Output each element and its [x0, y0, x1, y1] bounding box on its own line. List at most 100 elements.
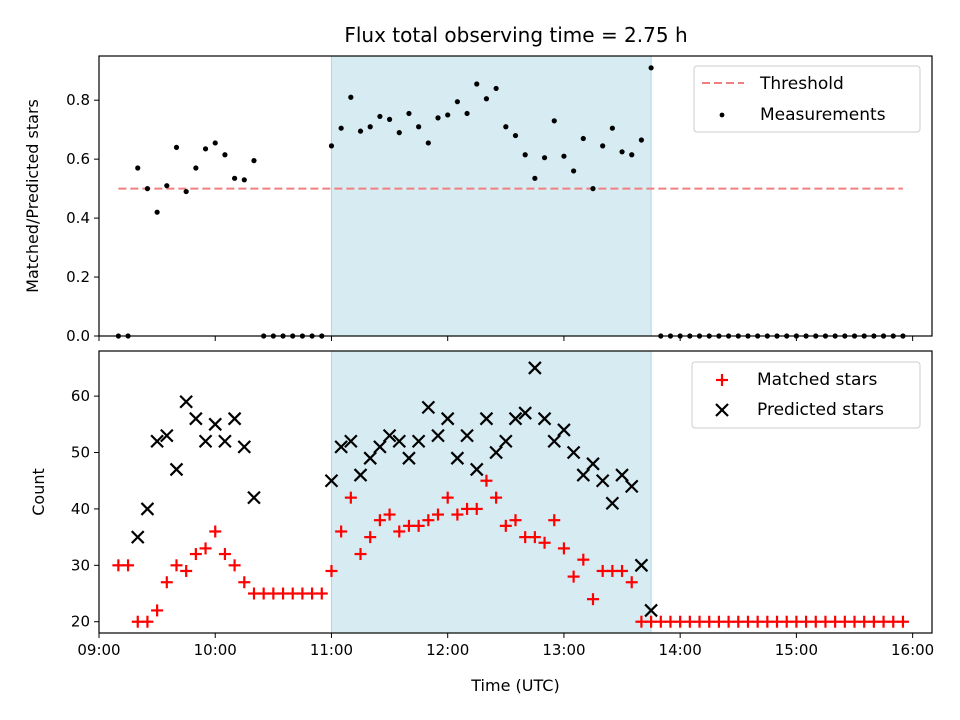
measurement-point [561, 153, 567, 159]
legend-measurements-label: Measurements [760, 105, 886, 125]
predicted-star-point [624, 479, 639, 494]
predicted-star-point [130, 530, 145, 544]
predicted-star-point [198, 434, 213, 449]
measurement-point [377, 113, 383, 120]
measurement-point [638, 137, 645, 143]
predicted-star-point [382, 428, 397, 443]
predicted-star-point [247, 490, 261, 505]
measurement-point [551, 118, 557, 124]
measurement-point [348, 94, 354, 100]
bottom-axes-frame [98, 350, 933, 634]
predicted-star-point [537, 411, 552, 426]
measurement-point [425, 140, 431, 146]
measurement-point [328, 143, 335, 149]
measurement-point [164, 183, 170, 189]
measurement-point [619, 149, 625, 155]
measurement-point [474, 81, 480, 87]
matched-star-point [180, 564, 193, 577]
measurement-point [202, 146, 209, 152]
predicted-star-point [469, 462, 484, 477]
predicted-star-point [227, 411, 242, 426]
matched-star-point [335, 525, 348, 538]
x-tick-label: 10:00 [194, 641, 237, 659]
top-marks [115, 65, 906, 339]
predicted-star-point [528, 361, 542, 375]
measurement-point [503, 124, 509, 130]
measurement-point [629, 152, 635, 158]
bottom-y-axis-label: Count [29, 468, 48, 516]
matched-star-point [586, 593, 599, 606]
top-axes: Flux total observing time = 2.75 h 0.00.… [23, 23, 933, 345]
matched-star-point [393, 525, 406, 538]
top-y-axis-label: Matched/Predicted stars [23, 99, 42, 293]
y-tick-label: 0.6 [66, 150, 90, 168]
predicted-star-point [557, 423, 571, 437]
predicted-star-point [373, 440, 387, 454]
measurement-point [232, 175, 238, 181]
measurement-point [609, 125, 615, 131]
matched-star-point [344, 491, 357, 504]
measurement-point [493, 85, 499, 92]
predicted-star-point [576, 468, 591, 482]
measurement-point [144, 186, 151, 192]
measurement-point [522, 152, 528, 158]
matched-star-point [441, 491, 454, 504]
measurement-point [251, 158, 257, 164]
predicted-star-point [547, 434, 562, 449]
observing-span [330, 55, 652, 337]
measurement-point [532, 175, 538, 181]
legend-measurements-swatch [719, 112, 725, 118]
predicted-star-point [479, 411, 494, 426]
bottom-ticks: 20 30 40 50 60 09:00 10:00 11:00 12:00 13:00 14:00… [71, 387, 934, 659]
predicted-star-point [150, 434, 164, 449]
predicted-star-point [169, 462, 184, 477]
measurement-point [193, 165, 199, 171]
predicted-star-point [566, 445, 581, 460]
predicted-star-point [508, 411, 523, 426]
predicted-star-point [411, 434, 426, 449]
predicted-star-point [489, 445, 503, 460]
legend-box [693, 65, 921, 133]
predicted-star-point [179, 394, 193, 409]
matched-star-point [325, 564, 338, 577]
matched-star-point [548, 514, 561, 527]
measurement-point [357, 128, 364, 134]
predicted-star-point [324, 473, 339, 488]
chart-title: Flux total observing time = 2.75 h [344, 23, 687, 47]
bottom-legend: Matched stars Predicted stars [691, 361, 921, 429]
measurement-point [338, 125, 344, 131]
x-tick-label: 09:00 [77, 641, 120, 659]
top-legend: Threshold Measurements [693, 65, 921, 133]
y-tick-label: 40 [71, 500, 90, 518]
matched-star-point [383, 508, 396, 521]
measurement-point [154, 209, 160, 215]
legend-threshold-label: Threshold [759, 74, 844, 94]
matched-star-point [480, 474, 493, 487]
matched-star-point [238, 576, 251, 589]
measurement-point [435, 115, 441, 121]
matched-star-point [432, 508, 445, 521]
x-tick-label: 12:00 [426, 641, 469, 659]
matched-star-point [354, 548, 367, 561]
predicted-star-point [518, 406, 532, 420]
y-tick-label: 0.4 [66, 209, 90, 227]
measurement-point [600, 143, 606, 149]
measurement-point [445, 112, 451, 118]
matched-star-point [451, 508, 464, 521]
matched-star-point [373, 514, 386, 527]
matched-star-point [528, 531, 541, 544]
matched-star-point [170, 559, 183, 572]
measurement-point [212, 140, 218, 146]
predicted-star-point [615, 468, 629, 482]
matched-star-point [218, 548, 231, 561]
measurement-point [483, 96, 490, 102]
predicted-star-point [392, 434, 407, 449]
predicted-star-point [218, 434, 232, 449]
legend-predicted-swatch [715, 403, 729, 417]
matched-star-point [228, 559, 241, 572]
predicted-star-point [402, 451, 416, 465]
legend-predicted-label: Predicted stars [757, 400, 884, 420]
matched-star-point [470, 502, 483, 515]
predicted-star-point [586, 457, 600, 471]
